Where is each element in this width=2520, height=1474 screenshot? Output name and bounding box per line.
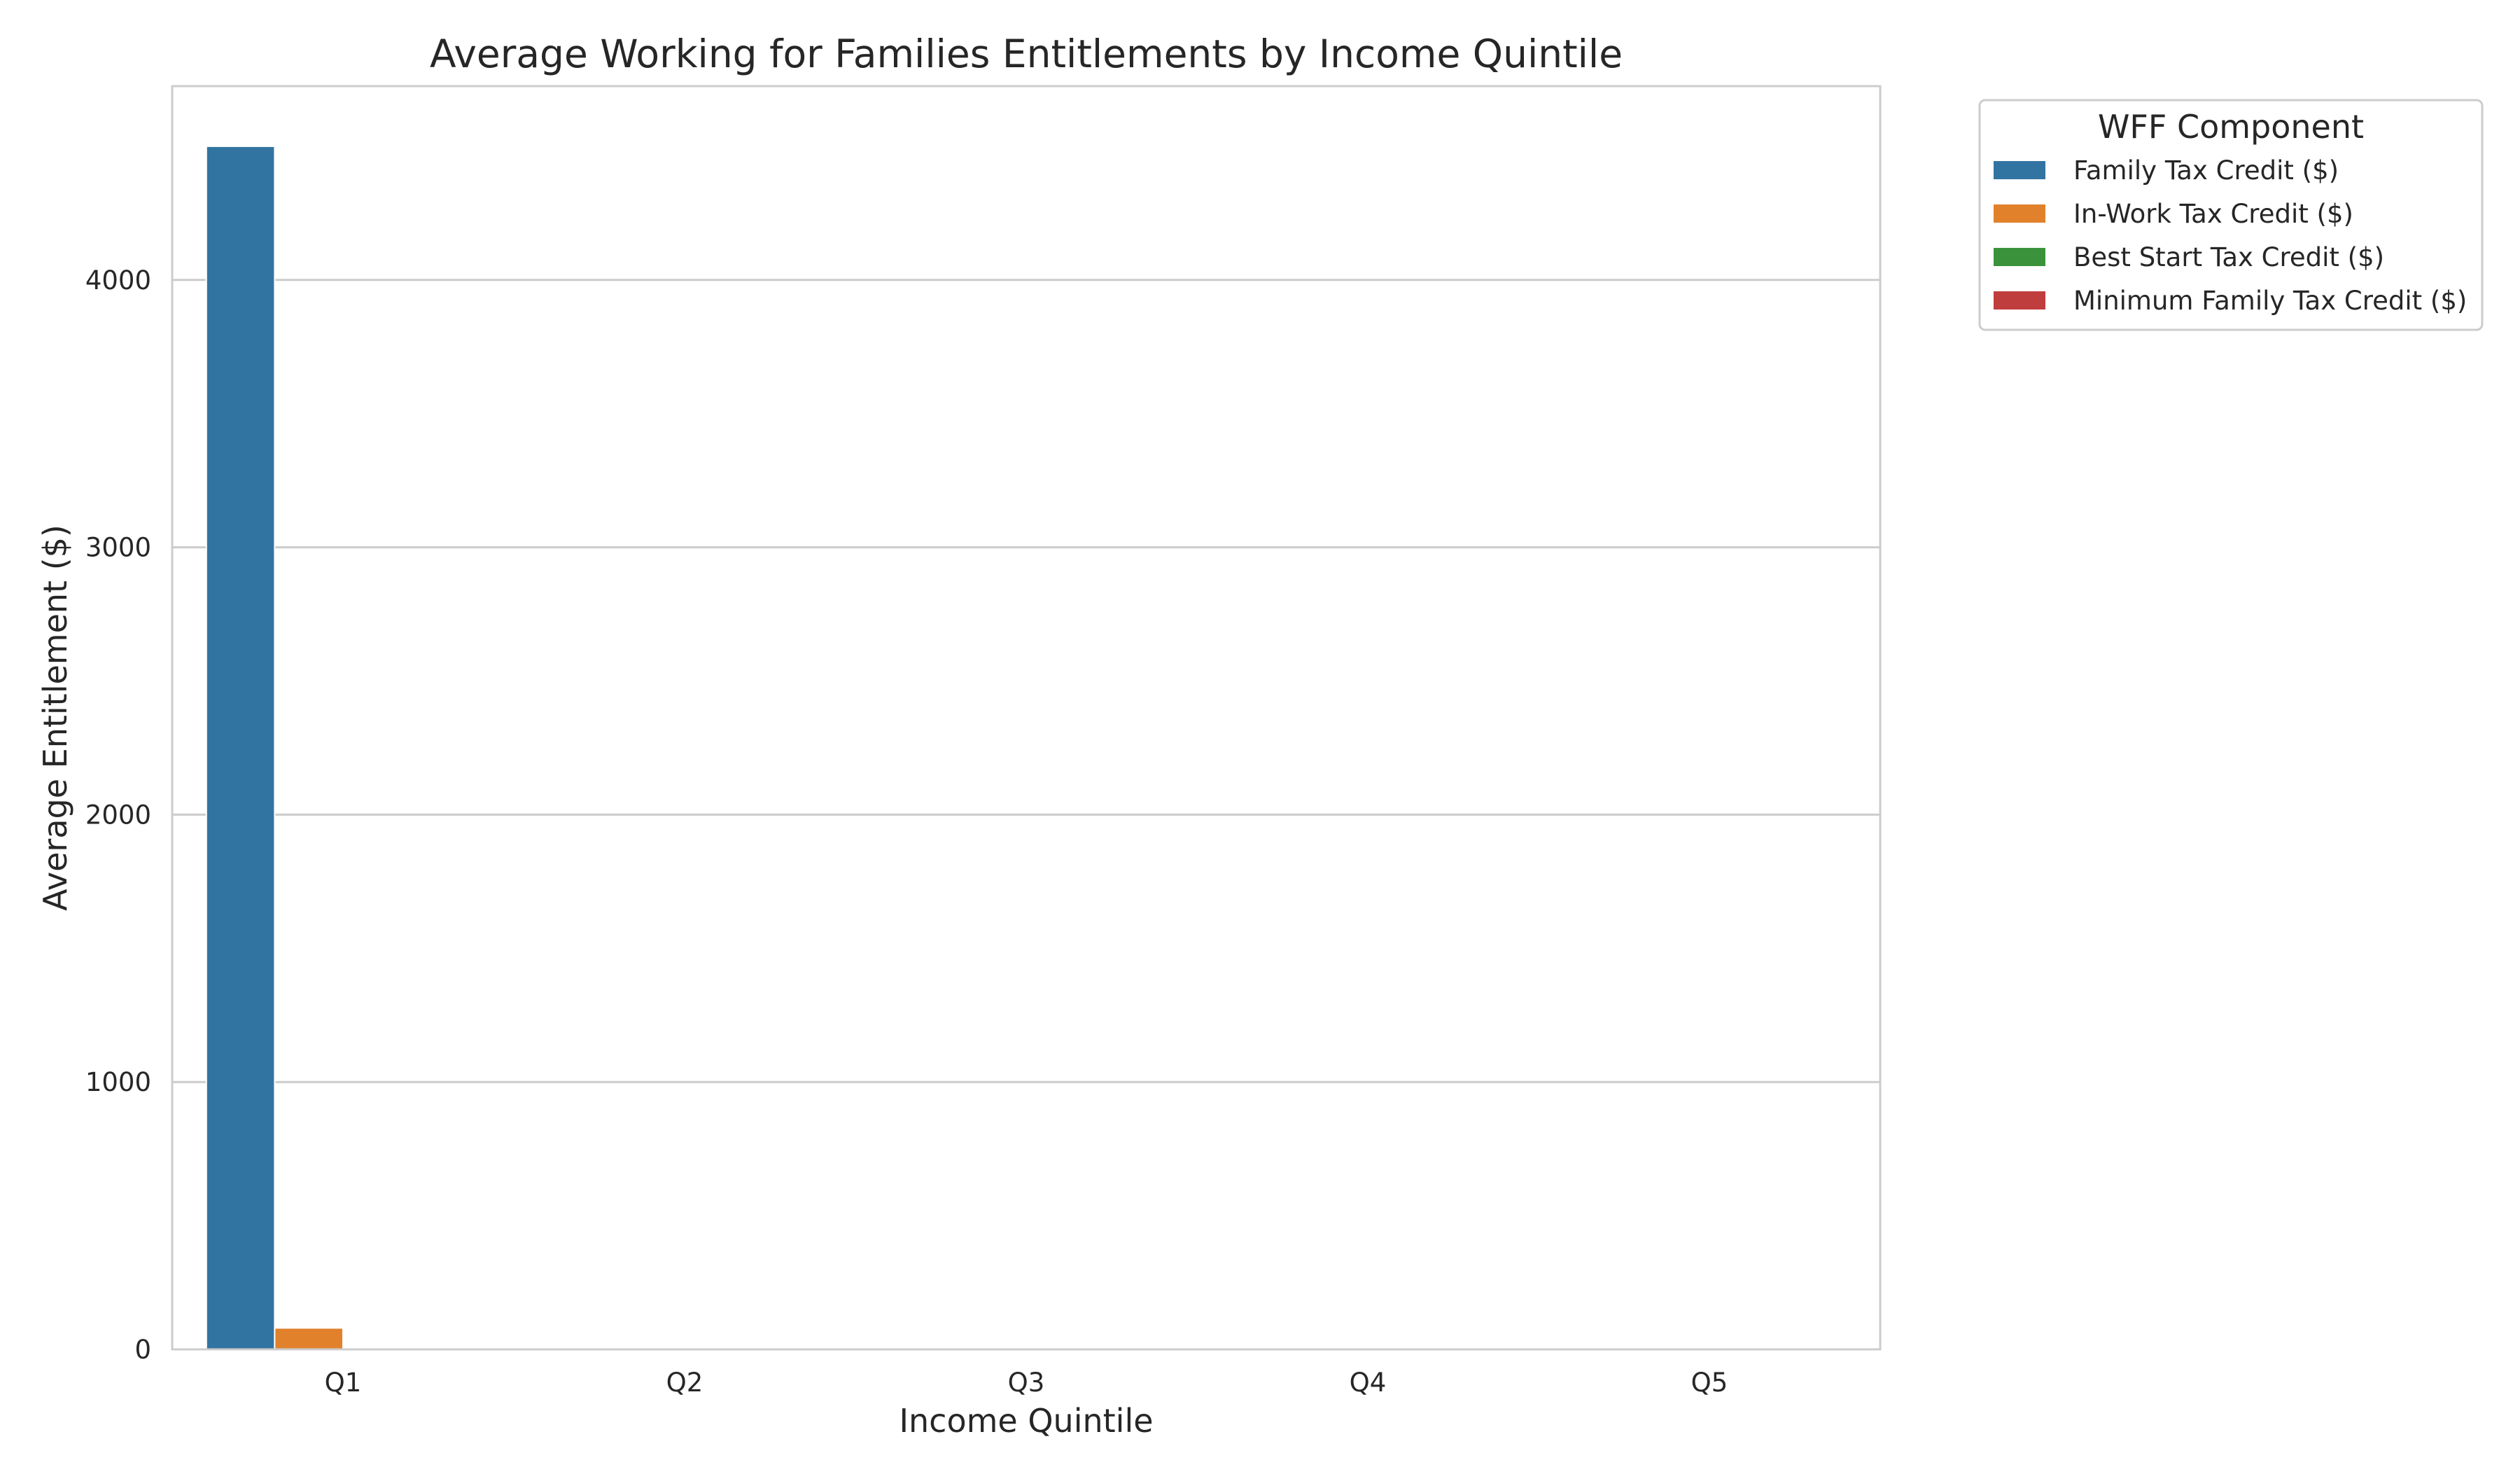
legend-items: Family Tax Credit ($) In-Work Tax Credit … xyxy=(1994,155,2467,316)
x-tick-label: Q5 xyxy=(1691,1368,1728,1398)
y-tick-label: 1000 xyxy=(85,1067,151,1097)
y-tick-label: 4000 xyxy=(85,265,151,296)
legend-label: Minimum Family Tax Credit ($) xyxy=(2073,286,2467,316)
legend-label: Family Tax Credit ($) xyxy=(2073,155,2339,186)
y-tick-label: 3000 xyxy=(85,533,151,563)
x-tick-label: Q3 xyxy=(1008,1368,1045,1398)
legend-title: WFF Component xyxy=(2098,108,2364,146)
plot-frame xyxy=(171,85,1882,1351)
x-tick-label: Q2 xyxy=(666,1368,704,1398)
gridlines xyxy=(172,279,1880,1083)
y-tick-label: 0 xyxy=(134,1335,151,1365)
legend-frame xyxy=(1978,99,2484,331)
legend-swatch xyxy=(1994,291,2045,310)
legend: WFF Component Family Tax Credit ($) In-Wo… xyxy=(1978,99,2484,331)
legend-label: Best Start Tax Credit ($) xyxy=(2073,242,2384,272)
y-axis-title: Average Entitlement ($) xyxy=(36,524,74,911)
x-tick-label: Q1 xyxy=(325,1368,362,1398)
legend-swatch xyxy=(1994,161,2045,179)
y-tick-label: 2000 xyxy=(85,800,151,830)
chart-title: Average Working for Families Entitlement… xyxy=(430,32,1623,76)
bar xyxy=(274,1327,344,1350)
bar xyxy=(205,145,276,1350)
legend-swatch xyxy=(1994,204,2045,223)
legend-label: In-Work Tax Credit ($) xyxy=(2073,199,2353,229)
x-tick-label: Q4 xyxy=(1350,1368,1387,1398)
legend-swatch xyxy=(1994,248,2045,266)
y-axis-ticks: 0 1000 2000 3000 4000 xyxy=(85,265,151,1365)
x-axis-ticks: Q1 Q2 Q3 Q4 Q5 xyxy=(325,1368,1728,1398)
x-axis-title: Income Quintile xyxy=(899,1402,1153,1440)
